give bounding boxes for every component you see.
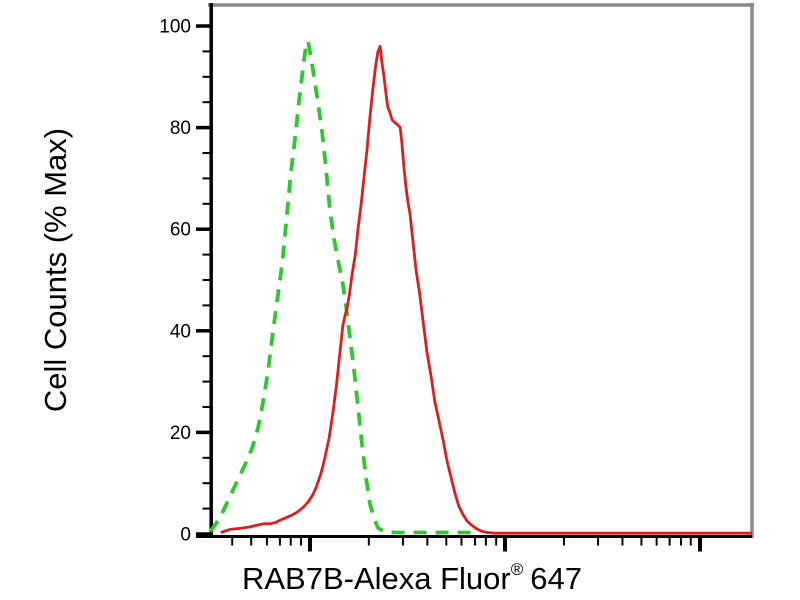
- green-dashed-control-curve: [208, 39, 478, 535]
- y-tick-label: 0: [180, 525, 191, 546]
- y-tick-label: 100: [159, 17, 191, 38]
- y-tick-label: 20: [170, 423, 191, 444]
- x-axis-title: RAB7B-Alexa Fluor® 647: [241, 560, 583, 597]
- y-tick-label: 80: [170, 118, 191, 139]
- y-axis-title: Cell Counts (% Max): [38, 127, 73, 413]
- x-axis-title-text: RAB7B-Alexa Fluor: [241, 561, 511, 596]
- registered-trademark-symbol: ®: [510, 560, 524, 580]
- red-solid-stained-curve: [220, 44, 752, 535]
- y-tick-label: 60: [170, 220, 191, 241]
- x-axis-title-number: 647: [530, 561, 583, 596]
- y-tick-label: 40: [170, 321, 191, 342]
